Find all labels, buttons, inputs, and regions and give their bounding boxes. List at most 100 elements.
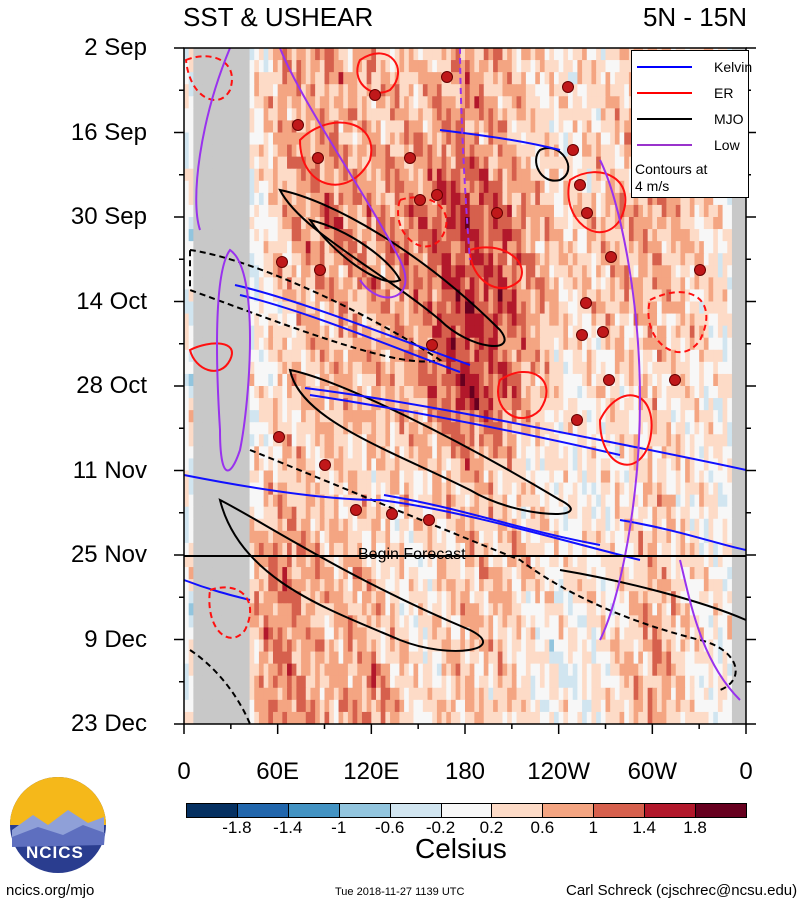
- sst-cell: [450, 494, 457, 508]
- sst-cell: [628, 494, 635, 508]
- sst-cell: [310, 108, 316, 121]
- sst-cell: [460, 349, 466, 363]
- sst-cell: [371, 325, 377, 339]
- sst-cell: [530, 168, 536, 182]
- sst-cell: [352, 458, 358, 471]
- sst-cell: [404, 277, 410, 290]
- sst-cell: [516, 361, 522, 375]
- sst-cell: [553, 265, 560, 278]
- sst-cell: [479, 229, 485, 242]
- sst-cell: [558, 120, 564, 133]
- sst-cell: [441, 48, 447, 61]
- sst-cell: [563, 482, 569, 496]
- sst-cell: [446, 120, 452, 133]
- sst-cell: [586, 518, 592, 532]
- sst-cell: [371, 192, 377, 206]
- sst-cell: [661, 217, 667, 230]
- sst-cell: [394, 434, 400, 447]
- sst-cell: [357, 108, 363, 121]
- sst-cell: [390, 253, 396, 266]
- land-cell: [198, 72, 204, 85]
- sst-cell: [432, 398, 438, 411]
- sst-cell: [188, 518, 194, 532]
- land-cell: [202, 60, 208, 73]
- sst-cell: [315, 168, 321, 182]
- sst-cell: [188, 446, 194, 459]
- sst-cell: [488, 120, 494, 133]
- sst-cell: [610, 108, 616, 121]
- sst-cell: [282, 494, 288, 508]
- sst-cell: [343, 96, 349, 109]
- sst-cell: [305, 470, 311, 484]
- sst-cell: [296, 192, 302, 206]
- sst-cell: [272, 410, 279, 423]
- sst-cell: [549, 398, 555, 411]
- sst-cell: [727, 530, 733, 544]
- land-cell: [193, 217, 199, 230]
- sst-cell: [465, 458, 471, 471]
- sst-cell: [399, 410, 405, 423]
- sst-cell: [633, 434, 639, 447]
- sst-cell: [525, 96, 532, 109]
- sst-cell: [305, 530, 311, 544]
- sst-cell: [591, 168, 597, 182]
- sst-cell: [675, 518, 681, 532]
- sst-cell: [675, 301, 681, 315]
- land-cell: [207, 361, 213, 375]
- sst-cell: [413, 361, 419, 375]
- sst-cell: [263, 458, 269, 471]
- sst-cell: [352, 277, 358, 290]
- sst-cell: [347, 96, 354, 109]
- sst-cell: [315, 253, 321, 266]
- sst-cell: [319, 482, 325, 496]
- sst-cell: [315, 48, 321, 61]
- sst-cell: [338, 542, 344, 556]
- sst-cell: [413, 217, 419, 230]
- sst-cell: [582, 494, 588, 508]
- sst-cell: [390, 542, 396, 556]
- sst-cell: [544, 265, 550, 278]
- sst-cell: [568, 361, 574, 375]
- land-cell: [202, 277, 208, 290]
- sst-cell: [422, 542, 429, 556]
- sst-cell: [465, 289, 471, 302]
- sst-cell: [568, 482, 574, 496]
- sst-cell: [689, 506, 695, 520]
- sst-cell: [272, 229, 279, 242]
- sst-cell: [427, 144, 433, 158]
- sst-cell: [347, 277, 354, 290]
- sst-cell: [558, 446, 564, 459]
- sst-cell: [717, 373, 724, 387]
- sst-cell: [614, 144, 621, 158]
- sst-cell: [624, 446, 630, 459]
- sst-cell: [586, 156, 592, 170]
- sst-cell: [544, 180, 550, 194]
- sst-cell: [502, 84, 508, 97]
- sst-cell: [572, 253, 578, 266]
- sst-cell: [436, 265, 443, 278]
- land-cell: [736, 289, 742, 302]
- sst-cell: [450, 398, 457, 411]
- sst-cell: [422, 108, 429, 121]
- land-cell: [736, 192, 742, 206]
- sst-cell: [324, 108, 330, 121]
- sst-cell: [483, 84, 489, 97]
- sst-cell: [624, 96, 630, 109]
- sst-cell: [600, 192, 606, 206]
- sst-cell: [525, 241, 532, 254]
- sst-cell: [254, 349, 260, 363]
- sst-cell: [408, 144, 414, 158]
- land-cell: [731, 422, 738, 435]
- sst-cell: [343, 277, 349, 290]
- sst-cell: [460, 361, 466, 375]
- sst-cell: [488, 253, 494, 266]
- sst-cell: [357, 349, 363, 363]
- sst-cell: [418, 410, 424, 423]
- land-cell: [731, 265, 738, 278]
- sst-cell: [511, 217, 518, 230]
- sst-cell: [408, 470, 414, 484]
- sst-cell: [558, 156, 564, 170]
- sst-cell: [310, 289, 316, 302]
- sst-cell: [563, 410, 569, 423]
- sst-cell: [455, 144, 461, 158]
